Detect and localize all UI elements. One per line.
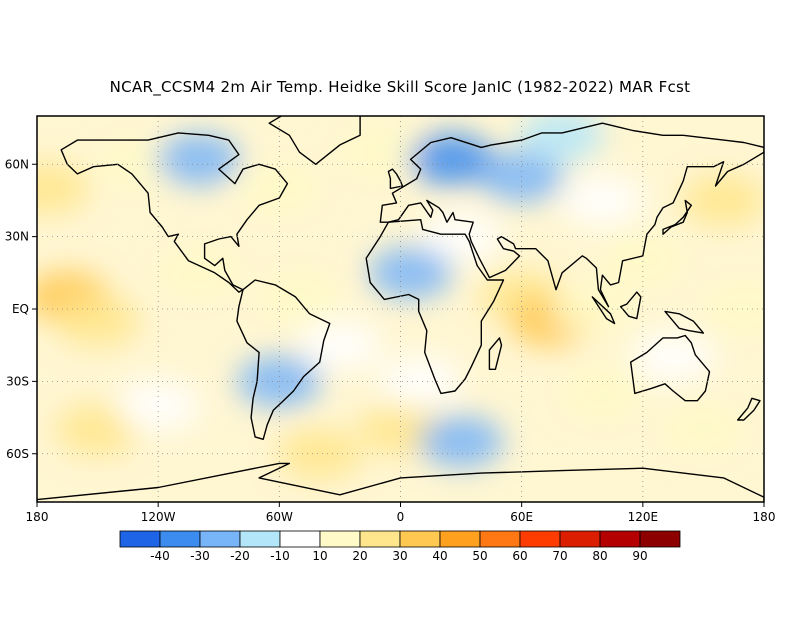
skill-shading	[37, 116, 764, 480]
lat-tick-label: 30N	[5, 230, 29, 244]
uk-coastline	[387, 168, 404, 190]
longitude-axis: 180 120W 60W 0 60E 120E 180	[26, 502, 776, 524]
lon-tick-label: 120W	[141, 510, 176, 524]
skill-region	[560, 174, 645, 227]
colorbar-swatch	[199, 530, 241, 548]
colorbar-label: 40	[432, 549, 447, 563]
colorbar-swatch	[559, 530, 601, 548]
colorbar-label: -10	[270, 549, 290, 563]
antarctica-coastline	[37, 462, 764, 502]
colorbar: -40 -30 -20 -10 10 20 30 40 50 60 70 80 90	[119, 530, 681, 563]
colorbar-swatch	[479, 530, 521, 548]
madagascar-coastline	[488, 337, 503, 370]
colorbar-label: 90	[632, 549, 647, 563]
colorbar-label: 80	[592, 549, 607, 563]
japan-coastline	[662, 199, 692, 235]
lon-tick-label: 60W	[266, 510, 293, 524]
lon-tick-label: 60E	[510, 510, 533, 524]
sumatra-coastline	[591, 296, 616, 325]
lon-tick-label: 180	[26, 510, 49, 524]
skill-region	[156, 133, 241, 186]
skill-region	[55, 295, 140, 348]
skill-region	[277, 427, 362, 480]
latitude-axis: 60N 30N EQ 30S 60S	[5, 157, 37, 461]
plot-area	[36, 115, 765, 503]
colorbar-label: -40	[150, 549, 170, 563]
skill-region	[368, 246, 453, 299]
coastlines	[37, 116, 764, 502]
skill-region	[520, 116, 605, 162]
lon-tick-label: 0	[397, 510, 405, 524]
skill-region	[55, 403, 140, 456]
lat-tick-label: 30S	[6, 374, 29, 388]
colorbar-label: 50	[472, 549, 487, 563]
borneo-coastline	[619, 291, 642, 320]
lat-tick-label: EQ	[12, 302, 29, 316]
lon-tick-label: 180	[753, 510, 776, 524]
skill-region	[661, 403, 746, 456]
colorbar-label: 20	[352, 549, 367, 563]
skill-region	[37, 162, 90, 215]
skill-region	[681, 174, 764, 227]
colorbar-label: -30	[190, 549, 210, 563]
skill-region	[419, 210, 504, 263]
colorbar-label: 70	[552, 549, 567, 563]
south-america-coastline	[236, 279, 331, 440]
colorbar-swatch	[519, 530, 561, 548]
skill-region	[378, 355, 463, 408]
skill-region	[419, 415, 504, 468]
skill-region	[560, 367, 645, 420]
colorbar-swatch	[279, 530, 321, 548]
skill-region	[116, 379, 201, 432]
colorbar-swatch	[399, 530, 441, 548]
new-guinea-coastline	[664, 310, 705, 334]
colorbar-swatch	[319, 530, 361, 548]
skill-region	[600, 234, 685, 287]
skill-region	[631, 331, 716, 384]
lat-tick-label: 60N	[5, 157, 29, 171]
skill-region	[408, 133, 493, 186]
colorbar-label: 30	[392, 549, 407, 563]
colorbar-swatch	[599, 530, 641, 548]
lat-tick-label: 60S	[6, 447, 29, 461]
africa-coastline	[365, 218, 505, 395]
colorbar-swatch	[119, 530, 161, 548]
colorbar-swatch	[239, 530, 281, 548]
skill-region	[701, 283, 764, 335]
skill-region	[156, 246, 241, 299]
colorbar-swatch	[439, 530, 481, 548]
map-title: NCAR_CCSM4 2m Air Temp. Heidke Skill Sco…	[109, 78, 691, 96]
skill-region	[338, 126, 423, 179]
skill-region	[257, 270, 342, 323]
colorbar-swatch	[639, 530, 681, 548]
north-america-coastline	[60, 132, 289, 293]
new-zealand-coastline	[737, 397, 761, 421]
skill-region	[297, 319, 382, 372]
colorbar-label: -20	[230, 549, 250, 563]
colorbar-swatch	[159, 530, 201, 548]
lon-tick-label: 120E	[628, 510, 659, 524]
colorbar-label: 10	[312, 549, 327, 563]
colorbar-swatch	[359, 530, 401, 548]
eurasia-coastline	[379, 122, 764, 308]
grid-lines	[37, 116, 764, 502]
skill-region	[237, 162, 322, 215]
colorbar-label: 60	[512, 549, 527, 563]
greenland-coastline	[268, 116, 361, 166]
